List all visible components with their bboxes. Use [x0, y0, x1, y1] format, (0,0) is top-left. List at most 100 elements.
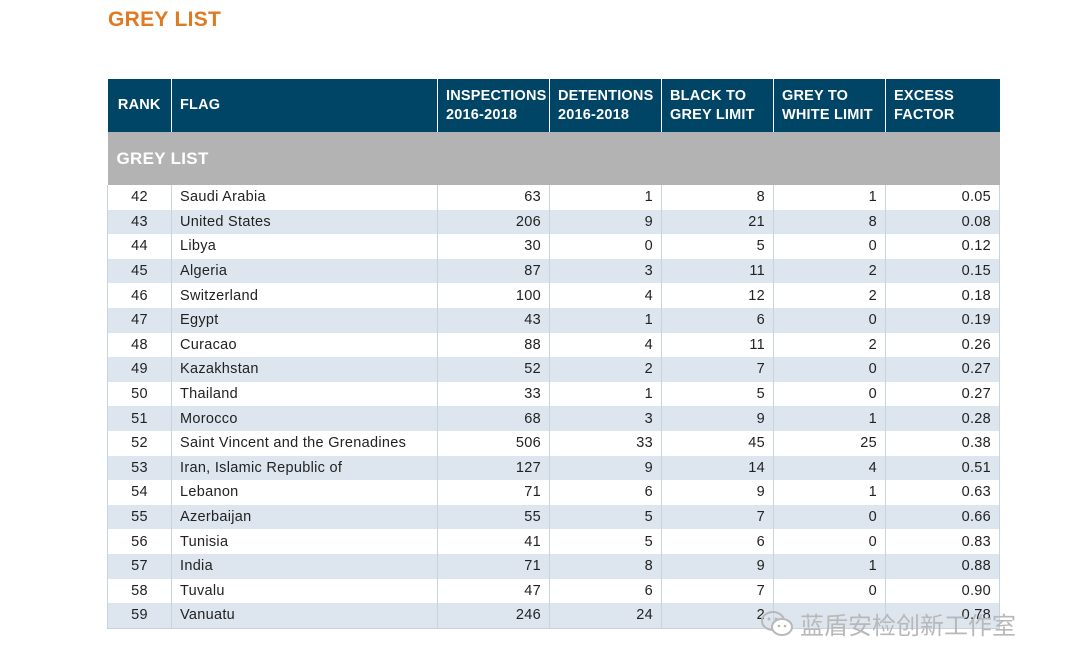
- cell-grey-to-white: 1: [773, 185, 886, 210]
- cell-excess-factor: 0.26: [885, 332, 1000, 358]
- cell-detentions: 6: [549, 578, 662, 604]
- cell-black-to-grey: 5: [661, 381, 774, 407]
- cell-excess-factor: 0.08: [885, 209, 1000, 235]
- cell-inspections: 41: [437, 529, 550, 554]
- cell-black-to-grey: 6: [661, 307, 774, 333]
- cell-black-to-grey: 7: [661, 357, 774, 382]
- grey-list-table: RANK FLAG INSPECTIONS 2016-2018 DETENTIO…: [107, 79, 1000, 629]
- cell-inspections: 87: [437, 258, 550, 284]
- header-detentions-line2: 2016-2018: [558, 106, 630, 123]
- header-detentions-line1: DETENTIONS: [558, 87, 654, 104]
- cell-rank: 59: [107, 603, 172, 629]
- cell-grey-to-white: 4: [773, 455, 886, 481]
- cell-black-to-grey: 5: [661, 234, 774, 259]
- cell-rank: 50: [107, 381, 172, 407]
- header-detentions: DETENTIONS 2016-2018: [549, 79, 662, 132]
- cell-black-to-grey: 9: [661, 406, 774, 431]
- cell-grey-to-white: 0: [773, 578, 886, 604]
- header-grey-to-white: GREY TO WHITE LIMIT: [773, 79, 886, 132]
- cell-flag: Curacao: [171, 332, 438, 358]
- cell-rank: 56: [107, 529, 172, 554]
- cell-inspections: 100: [437, 283, 550, 308]
- cell-black-to-grey: 11: [661, 332, 774, 358]
- cell-excess-factor: 0.78: [885, 603, 1000, 629]
- cell-flag: Saudi Arabia: [171, 185, 438, 210]
- cell-rank: 51: [107, 406, 172, 431]
- table-row: 53 Iran, Islamic Republic of 127 9 14 4 0.51: [107, 455, 1000, 481]
- cell-rank: 43: [107, 209, 172, 235]
- table-row: 52 Saint Vincent and the Grenadines 506 33 4…: [107, 430, 1000, 456]
- cell-flag: Lebanon: [171, 480, 438, 505]
- table-row: 51 Morocco 68 3 9 1 0.28: [107, 406, 1000, 431]
- cell-excess-factor: 0.88: [885, 553, 1000, 579]
- cell-rank: 48: [107, 332, 172, 358]
- cell-detentions: 1: [549, 185, 662, 210]
- table-row: 42 Saudi Arabia 63 1 8 1 0.05: [107, 185, 1000, 210]
- cell-grey-to-white: 0: [773, 357, 886, 382]
- cell-detentions: 2: [549, 357, 662, 382]
- cell-inspections: 33: [437, 381, 550, 407]
- table-row: 58 Tuvalu 47 6 7 0 0.90: [107, 578, 1000, 604]
- cell-excess-factor: 0.12: [885, 234, 1000, 259]
- cell-flag: Algeria: [171, 258, 438, 284]
- cell-flag: Morocco: [171, 406, 438, 431]
- cell-flag: Azerbaijan: [171, 504, 438, 530]
- cell-rank: 45: [107, 258, 172, 284]
- cell-detentions: 9: [549, 209, 662, 235]
- table-row: 47 Egypt 43 1 6 0 0.19: [107, 307, 1000, 333]
- cell-rank: 57: [107, 553, 172, 579]
- cell-inspections: 127: [437, 455, 550, 481]
- cell-excess-factor: 0.38: [885, 430, 1000, 456]
- cell-flag: Tunisia: [171, 529, 438, 554]
- cell-black-to-grey: 9: [661, 480, 774, 505]
- cell-flag: United States: [171, 209, 438, 235]
- header-inspections: INSPECTIONS 2016-2018: [437, 79, 550, 132]
- cell-flag: Iran, Islamic Republic of: [171, 455, 438, 481]
- cell-grey-to-white: 8: [773, 209, 886, 235]
- cell-flag: Tuvalu: [171, 578, 438, 604]
- cell-grey-to-white: 1: [773, 553, 886, 579]
- cell-flag: Switzerland: [171, 283, 438, 308]
- cell-grey-to-white: 0: [773, 504, 886, 530]
- cell-flag: Libya: [171, 234, 438, 259]
- cell-detentions: 33: [549, 430, 662, 456]
- cell-black-to-grey: 11: [661, 258, 774, 284]
- cell-black-to-grey: 8: [661, 185, 774, 210]
- cell-flag: Vanuatu: [171, 603, 438, 629]
- cell-grey-to-white: 1: [773, 406, 886, 431]
- cell-rank: 52: [107, 430, 172, 456]
- cell-flag: Kazakhstan: [171, 357, 438, 382]
- cell-excess-factor: 0.18: [885, 283, 1000, 308]
- cell-excess-factor: 0.63: [885, 480, 1000, 505]
- cell-excess-factor: 0.19: [885, 307, 1000, 333]
- cell-rank: 54: [107, 480, 172, 505]
- header-excess-factor: EXCESS FACTOR: [885, 79, 1000, 132]
- table-row: 50 Thailand 33 1 5 0 0.27: [107, 381, 1000, 407]
- cell-rank: 53: [107, 455, 172, 481]
- cell-excess-factor: 0.51: [885, 455, 1000, 481]
- cell-detentions: 3: [549, 258, 662, 284]
- table-row: 55 Azerbaijan 55 5 7 0 0.66: [107, 504, 1000, 530]
- cell-rank: 49: [107, 357, 172, 382]
- table-row: 49 Kazakhstan 52 2 7 0 0.27: [107, 357, 1000, 382]
- section-label: GREY LIST: [107, 132, 1000, 185]
- cell-detentions: 3: [549, 406, 662, 431]
- cell-grey-to-white: 1: [773, 480, 886, 505]
- cell-grey-to-white: 2: [773, 332, 886, 358]
- cell-excess-factor: 0.15: [885, 258, 1000, 284]
- table-row: 44 Libya 30 0 5 0 0.12: [107, 234, 1000, 259]
- cell-detentions: 4: [549, 283, 662, 308]
- cell-grey-to-white: 0: [773, 307, 886, 333]
- header-flag: FLAG: [171, 79, 438, 132]
- cell-black-to-grey: 6: [661, 529, 774, 554]
- header-rank: RANK: [107, 79, 172, 132]
- cell-inspections: 206: [437, 209, 550, 235]
- table-row: 46 Switzerland 100 4 12 2 0.18: [107, 283, 1000, 308]
- cell-excess-factor: 0.66: [885, 504, 1000, 530]
- cell-inspections: 71: [437, 553, 550, 579]
- cell-black-to-grey: 12: [661, 283, 774, 308]
- table-row: 43 United States 206 9 21 8 0.08: [107, 209, 1000, 235]
- header-black-to-grey-line2: GREY LIMIT: [670, 106, 755, 123]
- cell-excess-factor: 0.05: [885, 185, 1000, 210]
- header-grey-to-white-line1: GREY TO: [782, 87, 849, 104]
